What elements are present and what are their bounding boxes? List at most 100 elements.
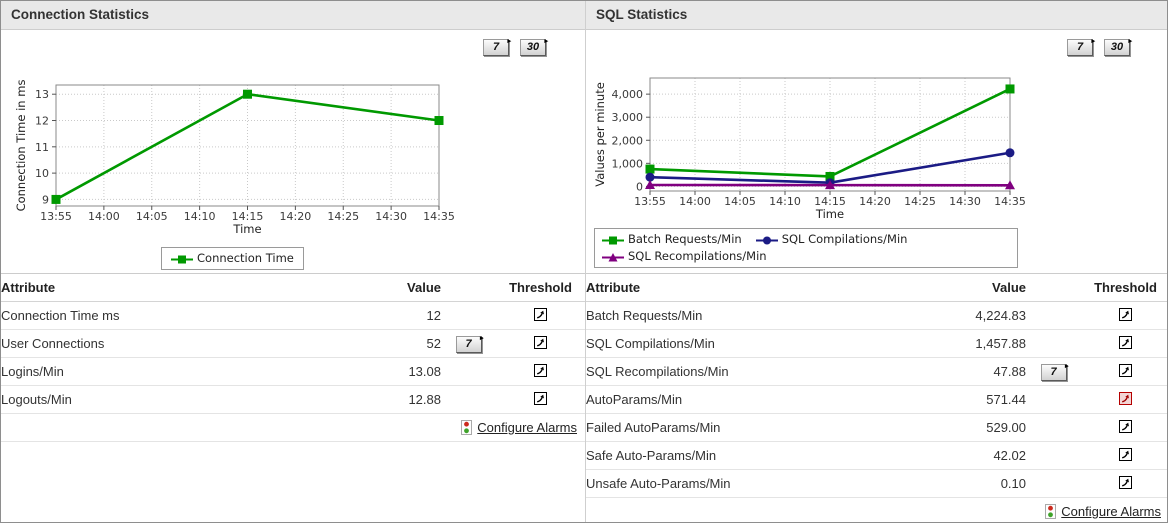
svg-text:14:35: 14:35 — [994, 195, 1026, 208]
period-7-button[interactable]: 7 ▸ — [483, 38, 511, 56]
svg-text:11: 11 — [35, 141, 49, 154]
table-row: SQL Compilations/Min 1,457.88 — [586, 329, 1167, 358]
threshold-icon[interactable] — [534, 391, 547, 405]
value-column-header: Value — [341, 274, 441, 302]
attribute-label: Logouts/Min — [1, 385, 341, 414]
period-7-button[interactable]: 7 ▸ — [1040, 363, 1069, 381]
svg-text:14:25: 14:25 — [327, 210, 359, 223]
button-flag-icon: ▸ — [1064, 362, 1069, 370]
configure-alarms-link[interactable]: Configure Alarms — [477, 420, 577, 435]
svg-text:12: 12 — [35, 115, 49, 128]
svg-text:14:30: 14:30 — [949, 195, 981, 208]
svg-text:14:15: 14:15 — [814, 195, 846, 208]
chart-legend: Connection Time — [161, 247, 304, 270]
attribute-label: SQL Compilations/Min — [586, 329, 926, 358]
threshold-icon[interactable] — [534, 307, 547, 321]
attribute-value: 571.44 — [926, 385, 1026, 414]
threshold-icon[interactable] — [1119, 335, 1132, 349]
legend-marker-icon — [602, 234, 624, 245]
attribute-label: SQL Recompilations/Min — [586, 357, 926, 386]
period-7-button[interactable]: 7 ▸ — [1067, 38, 1095, 56]
threshold-column-header: Threshold — [496, 274, 585, 302]
traffic-light-icon — [461, 420, 473, 435]
svg-text:4,000: 4,000 — [612, 88, 644, 101]
threshold-alert-icon[interactable] — [1119, 391, 1132, 405]
button-flag-icon: ▸ — [1128, 38, 1132, 45]
svg-text:14:00: 14:00 — [88, 210, 120, 223]
sql-statistics-chart: 0 1,000 2,000 3,000 4,000 13:55 14:00 14:05 14:1… — [593, 77, 1026, 221]
configure-alarms-link[interactable]: Configure Alarms — [1061, 504, 1161, 519]
svg-text:14:35: 14:35 — [423, 210, 455, 223]
attribute-label: Batch Requests/Min — [586, 301, 926, 330]
panel-title: SQL Statistics — [586, 1, 1167, 30]
svg-text:13:55: 13:55 — [40, 210, 72, 223]
button-flag-icon: ▸ — [479, 334, 484, 342]
legend-label: Connection Time — [197, 251, 294, 265]
attributes-table-section: Attribute Value Threshold Batch Requests… — [586, 273, 1167, 522]
attribute-column-header: Attribute — [586, 274, 926, 302]
value-column-header: Value — [926, 274, 1026, 302]
svg-text:14:25: 14:25 — [904, 195, 936, 208]
attribute-value: 47.88 — [926, 357, 1026, 386]
legend-marker-icon — [171, 253, 193, 264]
period-30-button[interactable]: 30 ▸ — [520, 38, 548, 56]
table-row: User Connections 52 7 ▸ — [1, 329, 585, 358]
attribute-value: 42.02 — [926, 441, 1026, 470]
sql-statistics-panel: SQL Statistics 7 ▸ 30 ▸ 0 1,000 2,000 3,000 4,… — [585, 1, 1167, 522]
svg-text:0: 0 — [636, 180, 643, 193]
svg-text:Connection Time in ms: Connection Time in ms — [14, 80, 28, 212]
legend-label: Batch Requests/Min — [628, 232, 742, 246]
attribute-value: 529.00 — [926, 413, 1026, 442]
table-row: Batch Requests/Min 4,224.83 — [586, 301, 1167, 330]
connection-time-chart: 9 10 11 12 13 13:55 14:00 14:05 14:10 14:15 14:20 1… — [14, 80, 455, 236]
threshold-icon[interactable] — [1119, 363, 1132, 377]
table-header-row: Attribute Value Threshold — [586, 274, 1167, 302]
svg-text:14:05: 14:05 — [136, 210, 168, 223]
attributes-table: Attribute Value Threshold Connection Tim… — [1, 274, 585, 414]
connection-statistics-panel: Connection Statistics 7 ▸ 30 ▸ 9 10 11 12 13 13… — [1, 1, 585, 522]
attribute-label: AutoParams/Min — [586, 385, 926, 414]
svg-text:14:00: 14:00 — [679, 195, 711, 208]
svg-text:Time: Time — [815, 207, 844, 221]
svg-text:3,000: 3,000 — [612, 111, 644, 124]
svg-text:13:55: 13:55 — [634, 195, 666, 208]
svg-text:13: 13 — [35, 88, 49, 101]
attribute-label: Logins/Min — [1, 357, 341, 386]
threshold-icon[interactable] — [1119, 447, 1132, 461]
threshold-column-header: Threshold — [1081, 274, 1167, 302]
svg-text:10: 10 — [35, 167, 49, 180]
svg-text:14:15: 14:15 — [232, 210, 264, 223]
table-row: Logins/Min 13.08 — [1, 357, 585, 386]
threshold-icon[interactable] — [534, 363, 547, 377]
svg-text:14:30: 14:30 — [375, 210, 407, 223]
threshold-icon[interactable] — [1119, 475, 1132, 489]
svg-text:9: 9 — [42, 193, 49, 206]
period-buttons: 7 ▸ 30 ▸ — [1067, 38, 1132, 56]
threshold-icon[interactable] — [534, 335, 547, 349]
legend-label: SQL Compilations/Min — [781, 232, 908, 246]
attribute-value: 12 — [341, 301, 441, 330]
period-buttons: 7 ▸ 30 ▸ — [483, 38, 548, 56]
table-row: Failed AutoParams/Min 529.00 — [586, 413, 1167, 442]
table-row: Unsafe Auto-Params/Min 0.10 — [586, 469, 1167, 498]
traffic-light-icon — [1045, 504, 1057, 519]
table-row: Safe Auto-Params/Min 42.02 — [586, 441, 1167, 470]
panel-title: Connection Statistics — [1, 1, 585, 30]
threshold-icon[interactable] — [1119, 307, 1132, 321]
attribute-value: 0.10 — [926, 469, 1026, 498]
threshold-icon[interactable] — [1119, 419, 1132, 433]
legend-item: SQL Compilations/Min — [755, 231, 908, 248]
attributes-table-section: Attribute Value Threshold Connection Tim… — [1, 273, 585, 442]
period-30-button[interactable]: 30 ▸ — [1104, 38, 1132, 56]
chart-legend: Batch Requests/Min SQL Compilations/Min … — [594, 228, 1018, 268]
attribute-column-header: Attribute — [1, 274, 341, 302]
attribute-value: 4,224.83 — [926, 301, 1026, 330]
period-7-button[interactable]: 7 ▸ — [455, 335, 484, 353]
configure-alarms-row: Configure Alarms — [586, 498, 1167, 522]
attribute-value: 12.88 — [341, 385, 441, 414]
table-row: Logouts/Min 12.88 — [1, 385, 585, 414]
table-row: Connection Time ms 12 — [1, 301, 585, 330]
svg-text:Values per minute: Values per minute — [593, 82, 607, 187]
attribute-label: User Connections — [1, 329, 341, 358]
